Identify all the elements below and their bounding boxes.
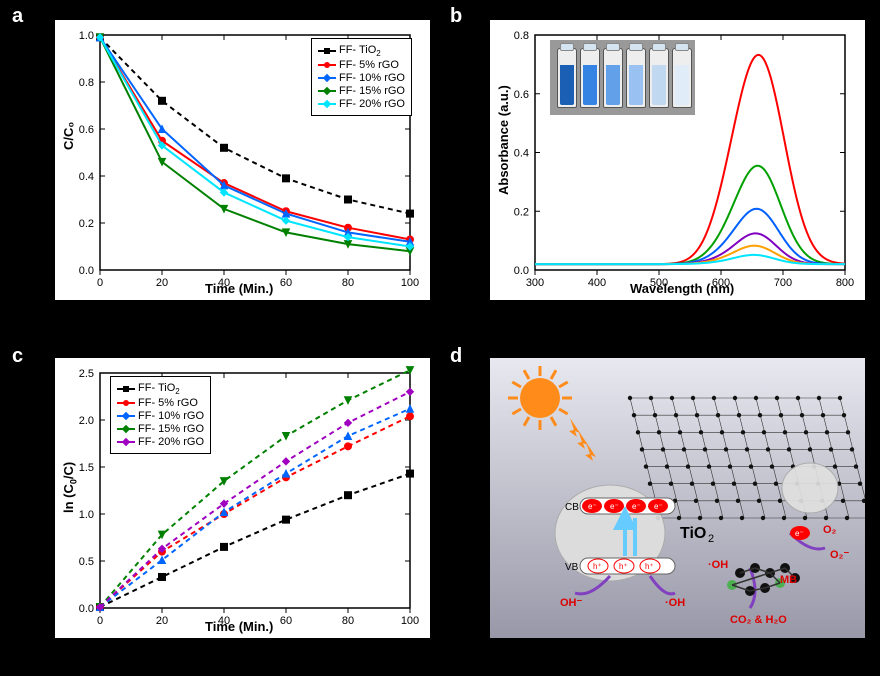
chart-c-legend: FF- TiO2FF- 5% rGOFF- 10% rGOFF- 15% rGO… xyxy=(110,376,211,454)
svg-text:O₂⁻: O₂⁻ xyxy=(830,549,849,561)
svg-text:0.8: 0.8 xyxy=(514,30,529,42)
svg-text:TiO: TiO xyxy=(680,525,706,542)
panel-b-label: b xyxy=(450,5,462,28)
svg-text:1.0: 1.0 xyxy=(79,509,94,521)
svg-text:0.6: 0.6 xyxy=(514,89,529,101)
svg-text:0.0: 0.0 xyxy=(79,603,94,615)
svg-text:CB: CB xyxy=(565,502,579,513)
svg-text:0.0: 0.0 xyxy=(79,265,94,277)
svg-text:80: 80 xyxy=(342,277,354,289)
svg-text:0.4: 0.4 xyxy=(79,171,94,183)
svg-text:2: 2 xyxy=(708,533,714,545)
svg-text:1.5: 1.5 xyxy=(79,462,94,474)
svg-text:20: 20 xyxy=(156,277,168,289)
svg-text:800: 800 xyxy=(836,277,854,289)
svg-text:0: 0 xyxy=(97,277,103,289)
svg-text:e⁻: e⁻ xyxy=(632,502,641,511)
svg-text:0.0: 0.0 xyxy=(514,265,529,277)
chart-a-ylabel: C/C₀ xyxy=(61,122,76,150)
svg-text:·OH: ·OH xyxy=(708,559,728,571)
svg-text:300: 300 xyxy=(526,277,544,289)
svg-text:0.5: 0.5 xyxy=(79,556,94,568)
chart-c-xlabel: Time (Min.) xyxy=(205,619,273,634)
panel-a-label: a xyxy=(12,5,23,28)
svg-text:100: 100 xyxy=(401,615,419,627)
svg-text:e⁻: e⁻ xyxy=(795,529,804,538)
svg-text:2.0: 2.0 xyxy=(79,415,94,427)
svg-text:h⁺: h⁺ xyxy=(619,562,628,571)
svg-text:20: 20 xyxy=(156,615,168,627)
vial-photo xyxy=(550,40,695,115)
panel-d-svg: TiO2 CB e⁻ e⁻ e⁻ e⁻ VB h⁺ h⁺ h⁺ OH⁻ ·OH ·OH O₂ O₂⁻ e⁻ MB… xyxy=(490,358,865,638)
svg-text:0.6: 0.6 xyxy=(79,124,94,136)
svg-text:400: 400 xyxy=(588,277,606,289)
svg-text:0.8: 0.8 xyxy=(79,77,94,89)
chart-b-ylabel: Absorbance (a.u.) xyxy=(496,85,511,195)
svg-text:0.2: 0.2 xyxy=(514,206,529,218)
chart-b: 3004005006007008000.00.20.40.60.8 Wavele… xyxy=(490,20,865,300)
svg-text:0.4: 0.4 xyxy=(514,148,529,160)
svg-text:2.5: 2.5 xyxy=(79,368,94,380)
svg-text:60: 60 xyxy=(280,277,292,289)
panel-c-label: c xyxy=(12,345,23,368)
chart-a-xlabel: Time (Min.) xyxy=(205,281,273,296)
svg-text:CO₂ & H₂O: CO₂ & H₂O xyxy=(730,614,787,626)
chart-a-legend: FF- TiO2FF- 5% rGOFF- 10% rGOFF- 15% rGO… xyxy=(311,38,412,116)
panel-d-schematic: TiO2 CB e⁻ e⁻ e⁻ e⁻ VB h⁺ h⁺ h⁺ OH⁻ ·OH ·OH O₂ O₂⁻ e⁻ MB… xyxy=(490,358,865,638)
svg-text:MB: MB xyxy=(780,574,797,586)
svg-text:0.2: 0.2 xyxy=(79,218,94,230)
svg-text:h⁺: h⁺ xyxy=(593,562,602,571)
svg-text:VB: VB xyxy=(565,562,579,573)
svg-text:1.0: 1.0 xyxy=(79,30,94,42)
svg-text:OH⁻: OH⁻ xyxy=(560,597,583,609)
svg-text:O₂: O₂ xyxy=(823,524,837,536)
chart-c-ylabel: ln (C0/C) xyxy=(61,462,79,513)
panel-d-label: d xyxy=(450,345,462,368)
svg-text:60: 60 xyxy=(280,615,292,627)
svg-text:100: 100 xyxy=(401,277,419,289)
svg-text:e⁻: e⁻ xyxy=(588,502,597,511)
svg-text:e⁻: e⁻ xyxy=(654,502,663,511)
svg-text:0: 0 xyxy=(97,615,103,627)
svg-text:80: 80 xyxy=(342,615,354,627)
svg-text:700: 700 xyxy=(774,277,792,289)
svg-text:h⁺: h⁺ xyxy=(645,562,654,571)
chart-a: 0204060801000.00.20.40.60.81.0 Time (Min… xyxy=(55,20,430,300)
svg-text:·OH: ·OH xyxy=(665,597,685,609)
chart-c: 0204060801000.00.51.01.52.02.5 Time (Min… xyxy=(55,358,430,638)
chart-b-xlabel: Wavelength (nm) xyxy=(630,281,734,296)
svg-text:e⁻: e⁻ xyxy=(610,502,619,511)
